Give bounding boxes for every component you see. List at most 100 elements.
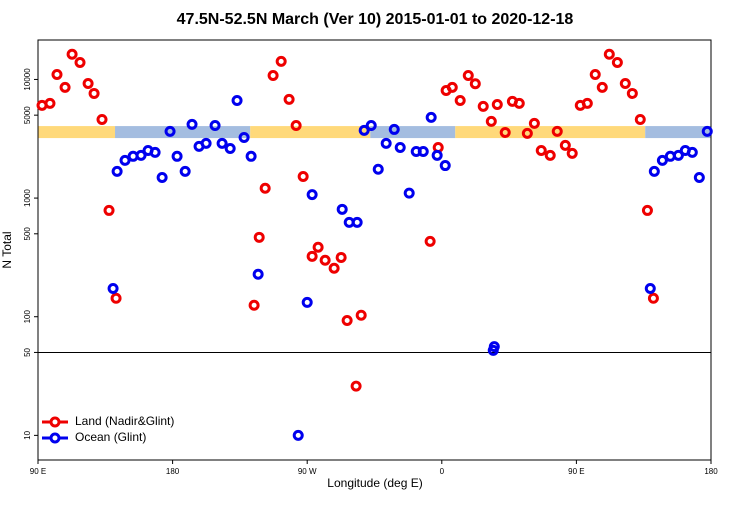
point [425, 111, 437, 123]
legend-label: Ocean (Glint) [75, 430, 146, 444]
y-tick-label: 10 [23, 430, 32, 439]
point [238, 132, 250, 144]
point [424, 235, 436, 247]
point [380, 137, 392, 149]
point [544, 149, 556, 161]
point [297, 171, 309, 183]
point [74, 56, 86, 68]
point [454, 94, 466, 106]
band-segment [38, 126, 116, 139]
y-tick-label: 50 [23, 347, 32, 356]
y-tick-label: 5000 [23, 106, 32, 124]
x-axis-label: Longitude (deg E) [327, 476, 422, 490]
point [306, 189, 318, 201]
point [245, 150, 257, 162]
point [82, 77, 94, 89]
x-tick-label: 0 [440, 467, 445, 476]
point [351, 216, 363, 228]
point [253, 231, 265, 243]
point [701, 125, 713, 137]
point [644, 282, 656, 294]
y-axis-label: N Total [0, 231, 14, 268]
point [611, 56, 623, 68]
y-tick-label: 1000 [23, 189, 32, 207]
band-segment [115, 126, 251, 139]
point [641, 204, 653, 216]
point [306, 250, 318, 262]
point [164, 125, 176, 137]
point [403, 187, 415, 199]
point [171, 150, 183, 162]
point [648, 165, 660, 177]
point [581, 97, 593, 109]
point [693, 172, 705, 184]
x-tick-label: 90 W [298, 467, 317, 476]
point [485, 115, 497, 127]
point [559, 139, 571, 151]
point [626, 87, 638, 99]
point [200, 137, 212, 149]
y-tick-label: 100 [23, 310, 32, 324]
point [477, 100, 489, 112]
point [388, 123, 400, 135]
point [88, 87, 100, 99]
x-tick-label: 90 E [568, 467, 584, 476]
point [66, 48, 78, 60]
point [216, 137, 228, 149]
point [528, 117, 540, 129]
point [431, 149, 443, 161]
point [312, 241, 324, 253]
point [328, 262, 340, 274]
point [209, 120, 221, 132]
point [656, 154, 668, 166]
plot-frame [37, 39, 712, 461]
point [336, 203, 348, 215]
point [186, 118, 198, 130]
point [156, 172, 168, 184]
point [248, 299, 260, 311]
point [358, 124, 370, 136]
point [59, 81, 71, 93]
point [686, 146, 698, 158]
point [335, 251, 347, 263]
point [96, 113, 108, 125]
point [179, 165, 191, 177]
y-tick-label: 10000 [23, 68, 32, 91]
point [149, 146, 161, 158]
point [51, 69, 63, 81]
point [111, 165, 123, 177]
chart-title: 47.5N-52.5N March (Ver 10) 2015-01-01 to… [177, 11, 574, 28]
y-tick-label: 500 [23, 227, 32, 241]
point [275, 55, 287, 67]
point [341, 314, 353, 326]
point [365, 120, 377, 132]
band-segment [455, 126, 646, 139]
point [224, 142, 236, 154]
point [634, 113, 646, 125]
point [394, 141, 406, 153]
point [119, 154, 131, 166]
point [355, 309, 367, 321]
point [231, 94, 243, 106]
point [499, 127, 511, 139]
point [469, 78, 481, 90]
point [491, 98, 503, 110]
point [439, 160, 451, 172]
band-segment [370, 126, 456, 139]
point [521, 127, 533, 139]
band-segment [645, 126, 711, 139]
point [619, 77, 631, 89]
x-tick-label: 180 [166, 467, 180, 476]
point [603, 48, 615, 60]
legend-label: Land (Nadir&Glint) [75, 414, 174, 428]
legend-marker [49, 432, 61, 444]
point [44, 97, 56, 109]
point [462, 69, 474, 81]
point [446, 81, 458, 93]
point [103, 204, 115, 216]
legend-marker [49, 416, 61, 428]
point [283, 93, 295, 105]
point [110, 292, 122, 304]
